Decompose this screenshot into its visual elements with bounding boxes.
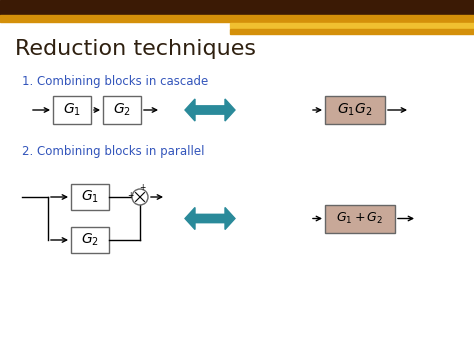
Bar	[230, 29, 474, 34]
Bar	[0, 15, 474, 22]
Bar	[230, 23, 474, 28]
Text: $G_1$: $G_1$	[63, 102, 81, 118]
Bar	[103, 96, 141, 124]
Polygon shape	[185, 208, 235, 229]
Text: $G_1 + G_2$: $G_1 + G_2$	[337, 211, 383, 226]
Text: 1. Combining blocks in cascade: 1. Combining blocks in cascade	[22, 75, 208, 88]
Bar	[53, 96, 91, 124]
Bar	[325, 96, 385, 124]
Text: $G_1G_2$: $G_1G_2$	[337, 102, 373, 118]
Text: 2. Combining blocks in parallel: 2. Combining blocks in parallel	[22, 145, 204, 158]
Polygon shape	[185, 99, 235, 121]
Bar	[71, 184, 109, 210]
Text: $G_1$: $G_1$	[81, 189, 99, 205]
Text: Reduction techniques: Reduction techniques	[15, 39, 256, 59]
Text: +: +	[127, 191, 133, 200]
Text: +: +	[139, 182, 145, 191]
Bar	[0, 0, 474, 15]
Text: $G_2$: $G_2$	[81, 232, 99, 248]
Bar	[325, 204, 395, 233]
Circle shape	[132, 189, 148, 205]
Bar	[71, 227, 109, 253]
Text: $G_2$: $G_2$	[113, 102, 131, 118]
